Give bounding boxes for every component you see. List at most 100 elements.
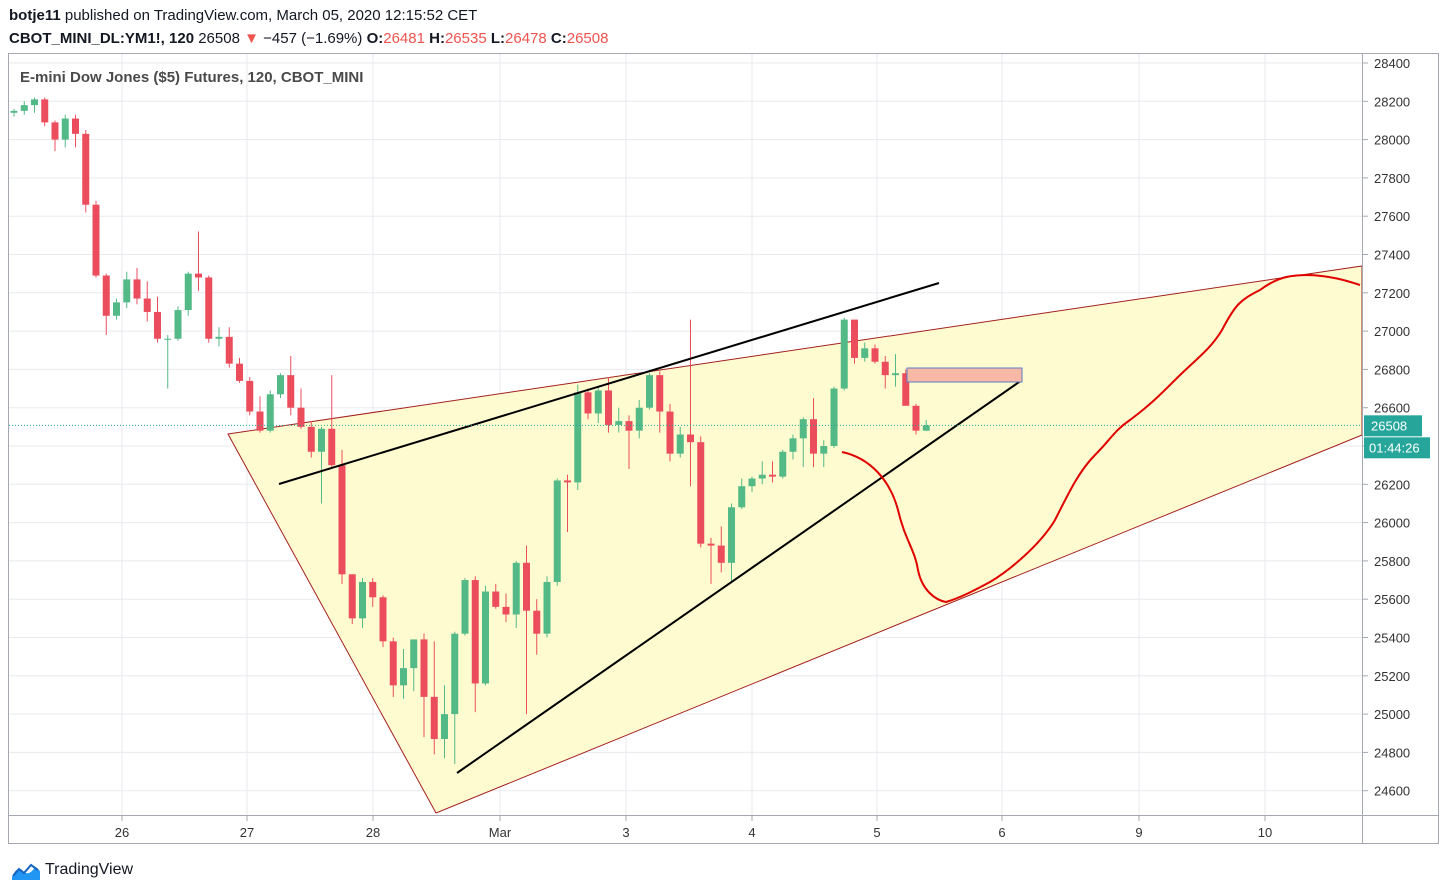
- y-tick-label: 25800: [1374, 554, 1410, 569]
- candle-down: [82, 133, 90, 205]
- candle-down: [51, 122, 59, 140]
- wedge-shape: [227, 265, 1363, 814]
- y-tick-label: 28400: [1374, 56, 1410, 71]
- x-tick-label: 26: [115, 825, 129, 840]
- candle-down: [687, 434, 694, 443]
- candle-down: [389, 641, 397, 686]
- candle-up: [799, 419, 807, 439]
- candle-up: [676, 434, 684, 454]
- price-change: −457 (−1.69%): [263, 30, 363, 47]
- low-value: 26478: [505, 30, 547, 47]
- candle-up: [215, 336, 223, 339]
- candle-down: [871, 348, 879, 362]
- candle-up: [410, 639, 418, 669]
- tradingview-brand[interactable]: TradingView: [11, 859, 133, 881]
- candle-up: [553, 480, 561, 582]
- candle-up: [543, 581, 551, 634]
- down-arrow-icon: ▼: [244, 30, 259, 47]
- candle-down: [307, 426, 315, 452]
- candle-up: [789, 438, 797, 452]
- candle-down: [625, 421, 633, 431]
- candle-down: [881, 361, 889, 376]
- candle-up: [31, 99, 38, 106]
- x-tick-label: 28: [366, 825, 380, 840]
- author-name[interactable]: botje11: [9, 7, 61, 24]
- candle-down: [225, 336, 233, 364]
- candle-down: [584, 392, 592, 414]
- candle-down: [430, 696, 438, 739]
- candle-down: [369, 581, 377, 598]
- current-price-label: 26508: [1364, 415, 1422, 437]
- open-label: O:: [366, 30, 384, 47]
- candle-down: [902, 373, 910, 406]
- close-value: 26508: [566, 30, 609, 47]
- x-tick-label: Mar: [489, 825, 512, 840]
- candle-up: [840, 319, 848, 389]
- candle-up: [779, 451, 787, 477]
- candle-down: [697, 442, 705, 544]
- high-label: H:: [429, 30, 445, 47]
- low-label: L:: [490, 30, 506, 47]
- target-zone-box: [906, 367, 1023, 383]
- last-price: 26508: [198, 30, 240, 47]
- close-label: C:: [550, 30, 567, 47]
- candle-up: [922, 425, 930, 431]
- candle-up: [10, 110, 18, 113]
- symbol-info-row: CBOT_MINI_DL:YM1!, 120 26508 ▼ −457 (−1.…: [9, 30, 608, 47]
- candle-up: [728, 507, 735, 563]
- candle-down: [492, 591, 500, 607]
- candle-up: [359, 581, 366, 619]
- symbol-label: CBOT_MINI_DL:YM1!, 120: [9, 30, 195, 47]
- candle-up: [646, 375, 653, 408]
- candle-down: [133, 279, 141, 299]
- candle-down: [236, 363, 243, 381]
- y-tick-label: 27400: [1374, 248, 1410, 263]
- candle-up: [184, 273, 192, 311]
- y-tick-label: 27200: [1374, 286, 1410, 301]
- drawings-layer: [9, 273, 1362, 774]
- candle-down: [379, 597, 387, 642]
- candle-down: [154, 311, 161, 339]
- candle-up: [615, 421, 623, 425]
- candle-up: [400, 668, 407, 686]
- candle-down: [338, 465, 346, 575]
- candle-up: [820, 446, 828, 454]
- lower-trend-line: [456, 379, 1023, 774]
- price-axis[interactable]: 28400 28200 28000 27800 27600 27400 27200 27000…: [1362, 56, 1410, 799]
- candle-up: [892, 373, 899, 376]
- chart-frame: [8, 53, 1439, 844]
- candle-up: [461, 580, 469, 634]
- candle-down: [256, 411, 264, 431]
- candle-down: [195, 273, 202, 278]
- y-tick-label: 26600: [1374, 401, 1410, 416]
- candle-up: [113, 302, 120, 316]
- candle-up: [574, 392, 582, 483]
- y-tick-label: 24600: [1374, 784, 1410, 799]
- candle-up: [512, 562, 520, 615]
- candle-down: [656, 375, 664, 412]
- upper-trend-line: [278, 282, 940, 485]
- candle-up: [61, 118, 69, 140]
- candle-up: [738, 486, 746, 508]
- current-price-value: 26508: [1371, 418, 1407, 433]
- candle-up: [266, 394, 274, 431]
- publish-info: botje11 published on TradingView.com, Ma…: [9, 7, 477, 24]
- candle-up: [482, 591, 489, 684]
- candle-down: [564, 480, 571, 483]
- published-text: published on TradingView.com, March 05, …: [64, 7, 478, 24]
- high-value: 26535: [444, 30, 487, 47]
- candle-up: [830, 388, 838, 446]
- open-value: 26481: [383, 30, 425, 47]
- y-tick-label: 24800: [1374, 745, 1410, 760]
- candle-up: [748, 478, 756, 487]
- x-tick-label: 9: [1135, 825, 1142, 840]
- candle-up: [174, 310, 182, 339]
- y-tick-label: 25000: [1374, 707, 1410, 722]
- candle-down: [348, 574, 356, 619]
- candle-down: [41, 99, 49, 123]
- countdown-label: 01:44:26: [1364, 437, 1430, 459]
- brand-name: TradingView: [45, 861, 134, 878]
- candle-up: [861, 348, 869, 358]
- time-axis[interactable]: 26 27 28 Mar 3 4 5 6 9 10: [115, 815, 1272, 840]
